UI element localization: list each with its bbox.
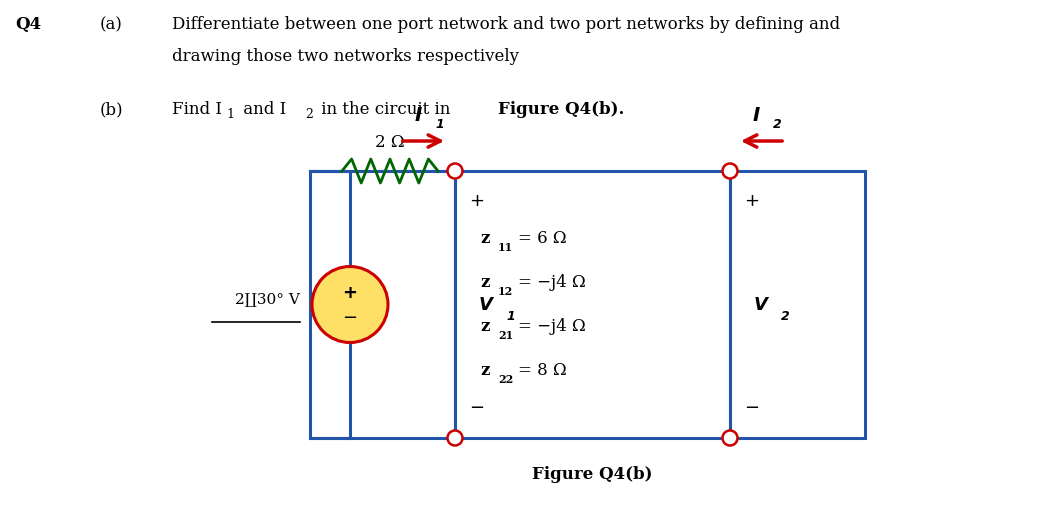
Text: 2: 2 [781, 310, 790, 323]
Text: = 6 Ω: = 6 Ω [518, 230, 567, 247]
Text: 2: 2 [773, 118, 782, 131]
Text: Differentiate between one port network and two port networks by defining and: Differentiate between one port network a… [172, 16, 840, 33]
Circle shape [448, 164, 462, 179]
Text: 11: 11 [498, 242, 513, 253]
Text: z: z [480, 362, 490, 379]
Text: 2: 2 [305, 107, 314, 121]
Text: +: + [469, 192, 484, 210]
Text: drawing those two networks respectively: drawing those two networks respectively [172, 48, 519, 65]
Text: Find I: Find I [172, 101, 222, 118]
Circle shape [722, 430, 737, 445]
Text: 2 Ω: 2 Ω [375, 134, 404, 151]
Bar [310, 171, 455, 438]
Text: 1: 1 [435, 118, 444, 131]
Text: +: + [744, 192, 759, 210]
Text: = −j4 Ω: = −j4 Ω [518, 318, 585, 335]
Text: Q4: Q4 [15, 16, 41, 33]
Text: z: z [480, 274, 490, 291]
Text: 12: 12 [498, 286, 513, 297]
Text: (b): (b) [100, 101, 123, 118]
Circle shape [448, 430, 462, 445]
Text: −: − [744, 399, 759, 417]
Text: V: V [754, 296, 768, 314]
Text: 2∐30° V: 2∐30° V [235, 293, 300, 307]
Circle shape [312, 266, 388, 343]
Text: −: − [342, 309, 358, 327]
Text: = −j4 Ω: = −j4 Ω [518, 274, 585, 291]
Text: I: I [753, 106, 760, 125]
Text: 21: 21 [498, 330, 513, 341]
Text: −: − [469, 399, 484, 417]
Text: (a): (a) [100, 16, 123, 33]
Text: Figure Q4(b).: Figure Q4(b). [498, 101, 624, 118]
Text: in the circuit in: in the circuit in [316, 101, 456, 118]
Text: I: I [415, 106, 422, 125]
Text: V: V [479, 296, 493, 314]
Text: = 8 Ω: = 8 Ω [518, 362, 567, 379]
Text: z: z [480, 318, 490, 335]
Bar [730, 171, 865, 438]
Circle shape [722, 164, 737, 179]
Text: Figure Q4(b): Figure Q4(b) [532, 466, 653, 483]
Text: +: + [342, 283, 358, 301]
Text: 22: 22 [498, 374, 513, 385]
Bar [455, 171, 730, 438]
Text: z: z [480, 230, 490, 247]
Text: and I: and I [238, 101, 286, 118]
Text: 1: 1 [226, 107, 235, 121]
Text: 1: 1 [506, 310, 515, 323]
